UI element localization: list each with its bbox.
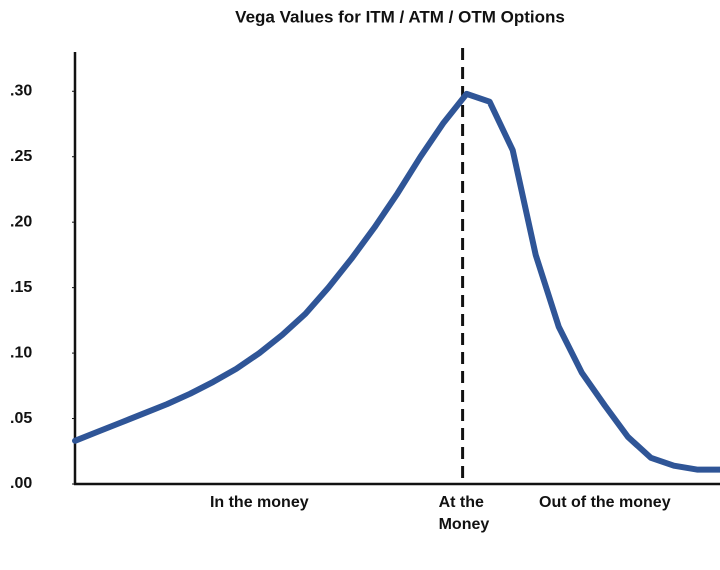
y-tick-label: .00: [10, 475, 32, 492]
chart-title: Vega Values for ITM / ATM / OTM Options: [235, 7, 565, 26]
y-tick-label: .20: [10, 213, 32, 230]
y-tick-label: .30: [10, 82, 32, 99]
y-tick-label: .10: [10, 344, 32, 361]
y-tick-label: .25: [10, 148, 32, 165]
x-tick-label: Out of the money: [539, 494, 671, 511]
x-tick-label: In the money: [209, 494, 309, 511]
x-tick-label: At the Money: [438, 494, 490, 533]
line-series: [72, 90, 720, 473]
y-tick-label: .05: [10, 410, 32, 427]
y-tick-label: .15: [10, 279, 32, 296]
